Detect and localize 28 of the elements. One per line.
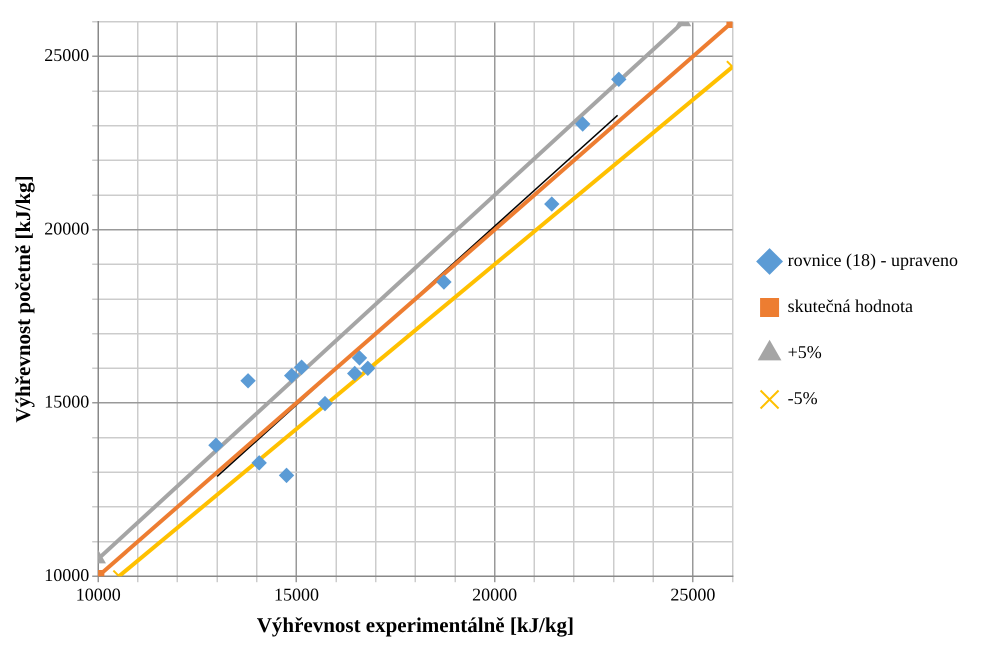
point xyxy=(284,368,300,384)
y-axis-title: Výhřevnost početně [kJ/kg] xyxy=(11,175,36,423)
point xyxy=(317,396,332,412)
point xyxy=(240,373,256,388)
legend-label: skutečná hodnota xyxy=(788,296,914,316)
legend-label: -5% xyxy=(788,388,818,408)
y-tick-label: 15000 xyxy=(44,392,90,412)
x-axis-title: Výhřevnost experimentálně [kJ/kg] xyxy=(256,612,574,637)
legend-label: +5% xyxy=(788,342,822,362)
point xyxy=(252,455,267,470)
point xyxy=(279,468,294,483)
y-tick-label: 25000 xyxy=(44,45,90,66)
point xyxy=(544,196,560,212)
y-tick-label: 10000 xyxy=(44,564,90,585)
x-tick-label: 10000 xyxy=(76,584,121,605)
point xyxy=(360,360,376,376)
point xyxy=(208,438,224,453)
point xyxy=(347,366,362,381)
point xyxy=(575,116,590,132)
x-tick-label: 25000 xyxy=(670,584,716,605)
x-tick-label: 15000 xyxy=(274,584,319,605)
point xyxy=(352,350,367,366)
legend-label: rovnice (18) - upraveno xyxy=(788,250,958,270)
point xyxy=(611,72,626,87)
point xyxy=(294,360,310,375)
point xyxy=(436,274,452,290)
y-tick-label: 20000 xyxy=(44,218,90,238)
x-tick-label: 20000 xyxy=(472,584,518,605)
